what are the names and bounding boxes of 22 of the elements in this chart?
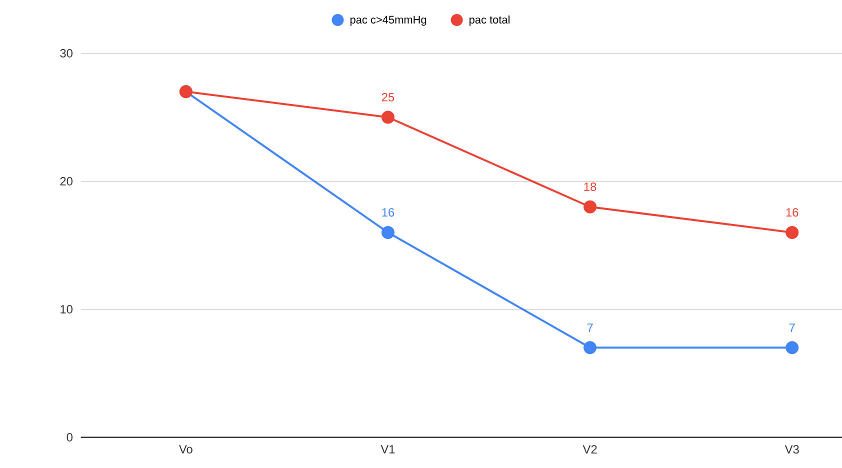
y-tick-label: 0 [66,433,73,442]
x-tick-label: V1 [380,445,395,454]
point [381,110,394,124]
point [381,226,394,239]
data-label: 25 [382,92,394,102]
point [584,200,597,214]
point [786,341,799,354]
point [786,226,799,239]
y-tick-label: 30 [60,49,73,58]
data-label: 18 [584,182,596,192]
x-tick-label: V3 [784,445,799,454]
legend-label: pac c>45mmHg [350,16,426,26]
y-tick-label: 10 [60,305,73,314]
point [584,341,597,354]
data-label: 7 [789,324,795,332]
data-label: 7 [587,324,593,332]
data-label: 16 [382,208,394,217]
legend-label: pac total [470,16,510,26]
y-tick-label: 20 [60,177,73,186]
data-label: 16 [786,208,798,217]
x-tick-label: Vo [178,445,192,454]
x-tick-label: V2 [582,445,597,454]
